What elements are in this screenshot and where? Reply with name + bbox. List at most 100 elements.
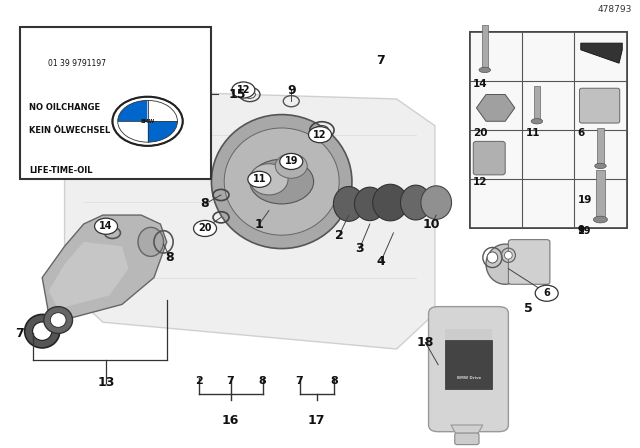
Text: 13: 13 <box>97 376 115 389</box>
Circle shape <box>535 285 558 301</box>
Text: 7: 7 <box>296 376 303 386</box>
Text: 10: 10 <box>423 217 440 231</box>
Text: 8: 8 <box>330 376 338 386</box>
Polygon shape <box>451 425 483 436</box>
Text: 16: 16 <box>222 414 239 427</box>
Ellipse shape <box>138 227 164 256</box>
Circle shape <box>232 82 255 98</box>
Circle shape <box>280 153 303 169</box>
Ellipse shape <box>486 244 524 284</box>
Text: 6: 6 <box>543 288 550 298</box>
Ellipse shape <box>275 154 307 178</box>
Text: BMW Drive: BMW Drive <box>457 376 481 380</box>
Text: 12: 12 <box>237 85 250 95</box>
Text: 8: 8 <box>166 251 174 264</box>
Ellipse shape <box>316 125 328 135</box>
Ellipse shape <box>355 187 385 221</box>
Text: 3: 3 <box>355 242 364 255</box>
Ellipse shape <box>479 67 490 73</box>
Ellipse shape <box>333 186 364 221</box>
Circle shape <box>308 127 332 143</box>
Text: LIFE-TIME-OIL: LIFE-TIME-OIL <box>29 166 93 175</box>
Text: 2: 2 <box>335 228 344 241</box>
Text: 14: 14 <box>473 79 488 89</box>
Wedge shape <box>118 121 148 142</box>
Ellipse shape <box>211 115 352 249</box>
Polygon shape <box>580 43 622 63</box>
Bar <box>20 27 211 179</box>
Text: 11: 11 <box>253 174 266 184</box>
Ellipse shape <box>44 306 72 333</box>
Text: 9: 9 <box>287 83 296 96</box>
Text: 8: 8 <box>201 198 209 211</box>
Ellipse shape <box>487 252 498 263</box>
Text: 9: 9 <box>577 225 585 235</box>
Bar <box>470 32 627 228</box>
Ellipse shape <box>593 216 607 223</box>
FancyBboxPatch shape <box>429 306 508 432</box>
Text: 12: 12 <box>313 129 327 140</box>
Bar <box>445 340 492 389</box>
Text: 18: 18 <box>417 336 434 349</box>
Text: 4: 4 <box>376 255 385 268</box>
Wedge shape <box>148 100 177 121</box>
Circle shape <box>250 159 314 204</box>
Text: 15: 15 <box>228 88 246 101</box>
Ellipse shape <box>224 128 339 235</box>
Text: 17: 17 <box>308 414 326 427</box>
Text: 01 39 9791197: 01 39 9791197 <box>49 59 106 68</box>
Ellipse shape <box>531 119 543 124</box>
Bar <box>596 128 604 166</box>
Ellipse shape <box>595 163 606 168</box>
Wedge shape <box>148 121 177 142</box>
Ellipse shape <box>51 313 66 327</box>
Bar <box>445 329 492 340</box>
Ellipse shape <box>250 164 288 195</box>
Text: 2: 2 <box>195 376 202 386</box>
Text: 6: 6 <box>577 128 585 138</box>
FancyBboxPatch shape <box>508 240 550 284</box>
Text: 19: 19 <box>577 195 592 205</box>
Polygon shape <box>65 90 435 349</box>
Circle shape <box>113 97 182 146</box>
Text: 12: 12 <box>473 177 488 187</box>
Bar <box>470 32 627 228</box>
Text: 19: 19 <box>577 226 591 236</box>
Text: 7: 7 <box>15 327 24 340</box>
FancyBboxPatch shape <box>455 433 479 444</box>
Text: 7: 7 <box>376 55 385 68</box>
Ellipse shape <box>421 186 452 220</box>
Text: KEIN ÖLWECHSEL: KEIN ÖLWECHSEL <box>29 126 111 135</box>
Text: 1: 1 <box>255 217 264 231</box>
Text: 14: 14 <box>99 221 113 231</box>
Text: NO OILCHANGE: NO OILCHANGE <box>29 103 100 112</box>
Wedge shape <box>118 100 148 121</box>
Text: 5: 5 <box>524 302 532 315</box>
Text: 20: 20 <box>473 128 488 138</box>
Polygon shape <box>49 242 129 309</box>
Polygon shape <box>42 215 167 322</box>
Bar <box>596 170 605 220</box>
Circle shape <box>248 171 271 187</box>
FancyBboxPatch shape <box>579 88 620 123</box>
Text: 8: 8 <box>259 376 266 386</box>
Ellipse shape <box>244 90 255 99</box>
Text: 20: 20 <box>198 224 212 233</box>
Text: 9: 9 <box>577 226 584 236</box>
Text: 478793: 478793 <box>597 5 632 14</box>
Ellipse shape <box>25 314 60 348</box>
Circle shape <box>95 218 118 234</box>
Text: 7: 7 <box>227 376 234 386</box>
Bar <box>481 25 488 70</box>
Text: BMW: BMW <box>141 119 155 124</box>
Ellipse shape <box>401 185 431 220</box>
Ellipse shape <box>504 251 512 259</box>
Ellipse shape <box>33 322 52 340</box>
Text: 11: 11 <box>525 128 540 138</box>
Ellipse shape <box>372 184 408 221</box>
Bar <box>534 86 540 121</box>
FancyBboxPatch shape <box>473 142 505 175</box>
Polygon shape <box>476 95 515 121</box>
Text: 19: 19 <box>285 156 298 167</box>
Circle shape <box>193 220 216 237</box>
